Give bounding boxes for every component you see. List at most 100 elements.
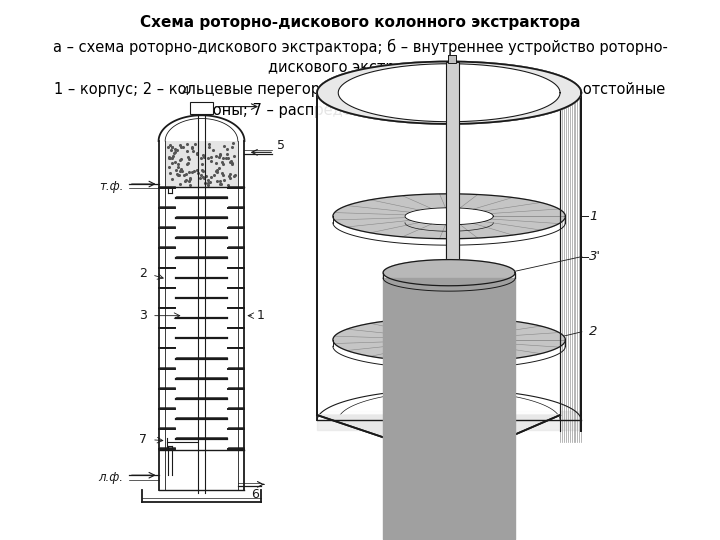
Point: [176, 166, 187, 175]
Text: а – схема роторно-дискового экстрактора; б – внутреннее устройство роторно-: а – схема роторно-дискового экстрактора;…: [53, 39, 667, 55]
Polygon shape: [338, 64, 560, 122]
Bar: [165, 141, 238, 187]
Point: [179, 177, 191, 186]
Point: [197, 173, 209, 181]
Point: [202, 179, 214, 187]
Point: [205, 157, 217, 165]
Point: [169, 148, 181, 157]
Text: дискового экстрактора;: дискового экстрактора;: [268, 60, 452, 76]
Point: [174, 180, 186, 188]
Point: [163, 153, 175, 161]
Point: [199, 179, 210, 188]
Polygon shape: [318, 93, 559, 421]
Point: [163, 153, 175, 162]
Point: [173, 171, 184, 179]
Point: [172, 171, 184, 180]
Point: [199, 153, 210, 161]
Point: [227, 160, 238, 168]
Bar: [446, 62, 459, 453]
Point: [228, 139, 239, 147]
Point: [183, 155, 194, 164]
Point: [197, 167, 209, 176]
Point: [224, 158, 235, 167]
Point: [181, 147, 193, 156]
Point: [195, 171, 207, 179]
Point: [215, 151, 226, 159]
Point: [223, 171, 235, 180]
Text: зоны; 7 – распределитель легкой  фазы: зоны; 7 – распределитель легкой фазы: [205, 104, 515, 118]
Text: 5: 5: [277, 139, 285, 152]
Point: [204, 177, 216, 186]
Point: [228, 171, 240, 180]
Point: [222, 153, 234, 162]
Point: [183, 167, 194, 176]
Point: [222, 180, 234, 189]
Point: [224, 170, 235, 178]
Polygon shape: [338, 64, 560, 122]
Point: [214, 153, 225, 162]
Polygon shape: [333, 194, 565, 239]
Text: 6: 6: [251, 488, 259, 501]
Point: [215, 180, 226, 189]
Point: [218, 141, 230, 150]
Text: 3': 3': [589, 250, 601, 263]
Point: [217, 169, 228, 178]
Point: [175, 164, 186, 173]
Point: [179, 171, 190, 179]
Point: [181, 170, 192, 179]
Point: [202, 176, 214, 185]
Point: [187, 146, 199, 155]
Point: [188, 166, 199, 175]
Point: [186, 144, 197, 152]
Point: [205, 153, 217, 161]
Point: [189, 139, 201, 148]
Bar: [189, 102, 213, 113]
Point: [173, 159, 184, 168]
Point: [186, 143, 197, 152]
Point: [210, 151, 222, 160]
Point: [183, 177, 194, 185]
Point: [203, 142, 215, 151]
Point: [208, 171, 220, 179]
Point: [192, 150, 203, 159]
Point: [182, 159, 194, 167]
Text: 1 – корпус; 2 – кольцевые перегородки; 3 – ротор; 4 – привод; 5, 6 – отстойные: 1 – корпус; 2 – кольцевые перегородки; 3…: [55, 82, 665, 97]
Point: [221, 150, 233, 159]
Point: [213, 164, 225, 173]
Point: [200, 171, 212, 180]
Point: [212, 177, 223, 185]
Text: л.ф.: л.ф.: [99, 471, 124, 484]
Point: [195, 154, 207, 163]
Text: Схема роторно-дискового колонного экстрактора: Схема роторно-дискового колонного экстра…: [140, 15, 580, 30]
Point: [175, 155, 186, 164]
Point: [197, 151, 209, 160]
Point: [166, 158, 178, 167]
Point: [180, 176, 192, 185]
Bar: [449, 55, 456, 63]
Point: [215, 179, 227, 188]
Point: [217, 154, 229, 163]
Point: [228, 152, 240, 161]
Point: [199, 173, 210, 182]
Point: [225, 156, 237, 165]
Point: [168, 145, 180, 153]
Text: 7: 7: [139, 433, 147, 446]
Point: [166, 146, 177, 155]
Point: [210, 166, 222, 175]
Polygon shape: [413, 438, 485, 457]
Point: [166, 143, 177, 151]
Point: [197, 159, 208, 168]
Text: т.ф.: т.ф.: [99, 180, 124, 193]
Point: [171, 146, 183, 155]
Point: [168, 152, 179, 160]
Point: [184, 174, 196, 183]
Bar: [446, 436, 459, 469]
Point: [168, 148, 180, 157]
Point: [184, 175, 195, 184]
Point: [193, 168, 204, 177]
Point: [207, 145, 218, 154]
Point: [163, 154, 175, 163]
Text: 2: 2: [589, 325, 598, 338]
Text: 1: 1: [589, 210, 598, 223]
Point: [165, 141, 176, 150]
